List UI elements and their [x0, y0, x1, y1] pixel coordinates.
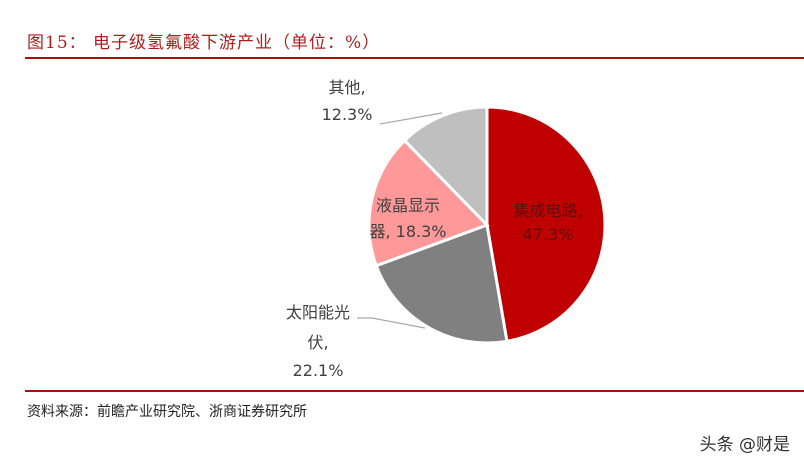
label-solar-value: 22.1% [293, 361, 344, 380]
leader-line-other [379, 112, 443, 125]
label-ic-name: 集成电路, [513, 201, 582, 220]
watermark: 头条 @财是 [699, 435, 790, 455]
label-solar-name: 太阳能光 [286, 303, 350, 322]
label-lcd-name: 液晶显示 [376, 196, 440, 215]
label-lcd-value: 器, 18.3% [369, 222, 446, 241]
slice-other [402, 105, 489, 229]
pie-slices [367, 105, 607, 345]
leader-line-solar [357, 317, 426, 329]
source-note: 资料来源：前瞻产业研究院、浙商证券研究所 [27, 404, 307, 420]
slice-lcd [367, 138, 490, 268]
title-divider [25, 57, 804, 59]
label-ic-value: 47.3% [523, 225, 574, 244]
label-other-value: 12.3% [322, 105, 373, 124]
label-other-name: 其他, [328, 78, 365, 97]
label-solar-name2: 伏, [307, 333, 328, 352]
slice-integrated-circuit [485, 105, 607, 344]
chart-title: 图15： 电子级氢氟酸下游产业（单位：%） [27, 33, 381, 53]
source-divider [25, 390, 804, 392]
